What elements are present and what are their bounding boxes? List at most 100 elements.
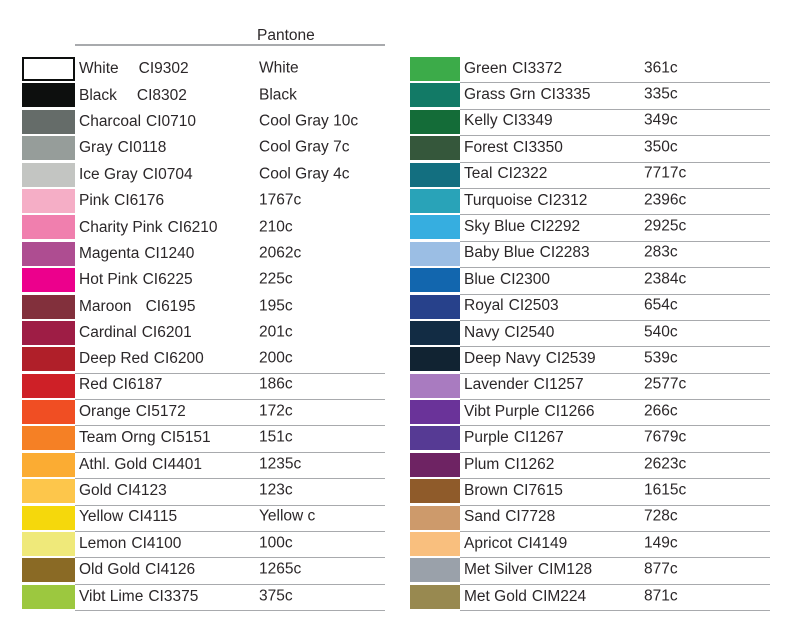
color-row-content: Deep Red CI6200 200c (75, 347, 385, 374)
color-row-content: Met Silver CIM128 877c (460, 558, 770, 585)
color-row-content: Cardinal CI6201 201c (75, 321, 385, 347)
color-row: Navy CI2540 540c (410, 320, 770, 348)
color-row: Deep Red CI6200 200c (22, 347, 385, 374)
color-row-content: Grass Grn CI3335 335c (460, 83, 770, 110)
color-name: Red (79, 376, 108, 394)
color-row: Turquoise CI2312 2396c (410, 188, 770, 216)
color-code: CIM128 (537, 561, 593, 579)
color-name: Lemon (79, 534, 127, 552)
color-row: White CI9302 White (22, 57, 385, 83)
color-swatch (22, 241, 75, 266)
pantone-value: 1615c (644, 481, 687, 499)
color-code: CI1262 (504, 455, 555, 473)
color-swatch (410, 505, 460, 530)
color-row: Purple CI1267 7679c (410, 426, 770, 453)
color-code: CI6200 (153, 349, 204, 367)
color-row: Red CI6187 186c (22, 373, 385, 401)
color-row: Lemon CI4100 100c (22, 532, 385, 559)
color-code: CI4100 (131, 534, 182, 552)
color-code: CI6176 (114, 192, 165, 210)
color-row-content: Black CI8302 Black (75, 83, 385, 109)
color-swatch (22, 268, 75, 293)
color-swatch (22, 109, 75, 134)
color-row-content: Charcoal CI0710 Cool Gray 10c (75, 110, 385, 136)
color-swatch (410, 294, 460, 319)
pantone-value: 1265c (259, 560, 302, 578)
color-code: CI2503 (508, 297, 559, 315)
pantone-value: 540c (644, 323, 678, 341)
color-row: Black CI8302 Black (22, 83, 385, 109)
color-name: Cardinal (79, 324, 137, 342)
color-swatch (410, 373, 460, 398)
color-name: Ice Gray (79, 165, 138, 183)
color-code: CI9302 (138, 60, 189, 78)
color-name: White (79, 60, 119, 78)
color-name: Hot Pink (79, 271, 138, 289)
color-row: Charity Pink CI6210 210c (22, 215, 385, 241)
pantone-value: 654c (644, 296, 678, 314)
color-row: Plum CI1262 2623c (410, 452, 770, 480)
color-code: CI3350 (512, 138, 563, 156)
color-row-content: Kelly CI3349 349c (460, 110, 770, 137)
color-row-content: Deep Navy CI2539 539c (460, 347, 770, 374)
color-row: Deep Navy CI2539 539c (410, 347, 770, 374)
color-code: CI8302 (136, 86, 187, 104)
color-name: Blue (464, 270, 496, 288)
color-name: Orange (79, 402, 131, 420)
pantone-value: 195c (259, 297, 293, 315)
color-swatch (22, 452, 75, 477)
color-row-content: Ice Gray CI0704 Cool Gray 4c (75, 163, 385, 189)
color-code: CIM224 (531, 587, 587, 605)
color-row-content: Purple CI1267 7679c (460, 426, 770, 453)
color-row-content: Athl. Gold CI4401 1235c (75, 453, 385, 480)
color-swatch (410, 215, 460, 240)
color-code: CI0118 (117, 139, 167, 157)
color-name: Sand (464, 508, 501, 526)
color-row-content: Lavender CI1257 2577c (460, 374, 770, 401)
color-row-content: Vibt Lime CI3375 375c (75, 585, 385, 612)
color-code: CI4123 (116, 481, 167, 499)
color-name: Met Gold (464, 587, 527, 605)
pantone-value: White (259, 59, 299, 77)
color-row: Green CI3372 361c (410, 57, 770, 84)
color-name: Sky Blue (464, 218, 526, 236)
color-row-content: White CI9302 White (75, 57, 385, 83)
color-code: CI3335 (540, 86, 591, 104)
color-row: Teal CI2322 7717c (410, 162, 770, 189)
color-swatch (22, 505, 75, 530)
color-swatch (410, 241, 460, 266)
color-name: Plum (464, 455, 500, 473)
color-name: Navy (464, 323, 500, 341)
color-row: Baby Blue CI2283 283c (410, 241, 770, 269)
color-name: Apricot (464, 534, 513, 552)
color-name: Gold (79, 481, 112, 499)
color-row-content: Brown CI7615 1615c (460, 479, 770, 506)
color-row: Ice Gray CI0704 Cool Gray 4c (22, 162, 385, 189)
color-row-content: Apricot CI4149 149c (460, 532, 770, 559)
color-row-content: Old Gold CI4126 1265c (75, 558, 385, 585)
color-code: CI2300 (500, 270, 551, 288)
color-swatch (410, 532, 460, 557)
pantone-value: 172c (259, 402, 293, 420)
color-swatch (410, 558, 460, 583)
color-name: Magenta (79, 244, 140, 262)
pantone-column-header: Pantone (257, 27, 315, 44)
color-name: Black (79, 86, 117, 104)
color-row: Grass Grn CI3335 335c (410, 83, 770, 110)
pantone-value: 375c (259, 587, 293, 605)
color-code: CI4401 (152, 455, 203, 473)
color-row-content: Hot Pink CI6225 225c (75, 268, 385, 294)
color-code: CI1240 (144, 244, 195, 262)
pantone-value: 186c (259, 375, 293, 393)
pantone-value: 2577c (644, 375, 687, 393)
color-row: Sky Blue CI2292 2925c (410, 215, 770, 242)
color-row: Athl. Gold CI4401 1235c (22, 452, 385, 480)
pantone-value: Black (259, 86, 297, 104)
color-row: Team Orng CI5151 151c (22, 426, 385, 453)
color-row-content: Maroon CI6195 195c (75, 295, 385, 321)
color-name: Turquoise (464, 191, 533, 209)
pantone-value: 7717c (644, 164, 687, 182)
color-row: Vibt Lime CI3375 375c (22, 584, 385, 612)
pantone-value: 877c (644, 560, 678, 578)
pantone-value: 335c (644, 85, 678, 103)
